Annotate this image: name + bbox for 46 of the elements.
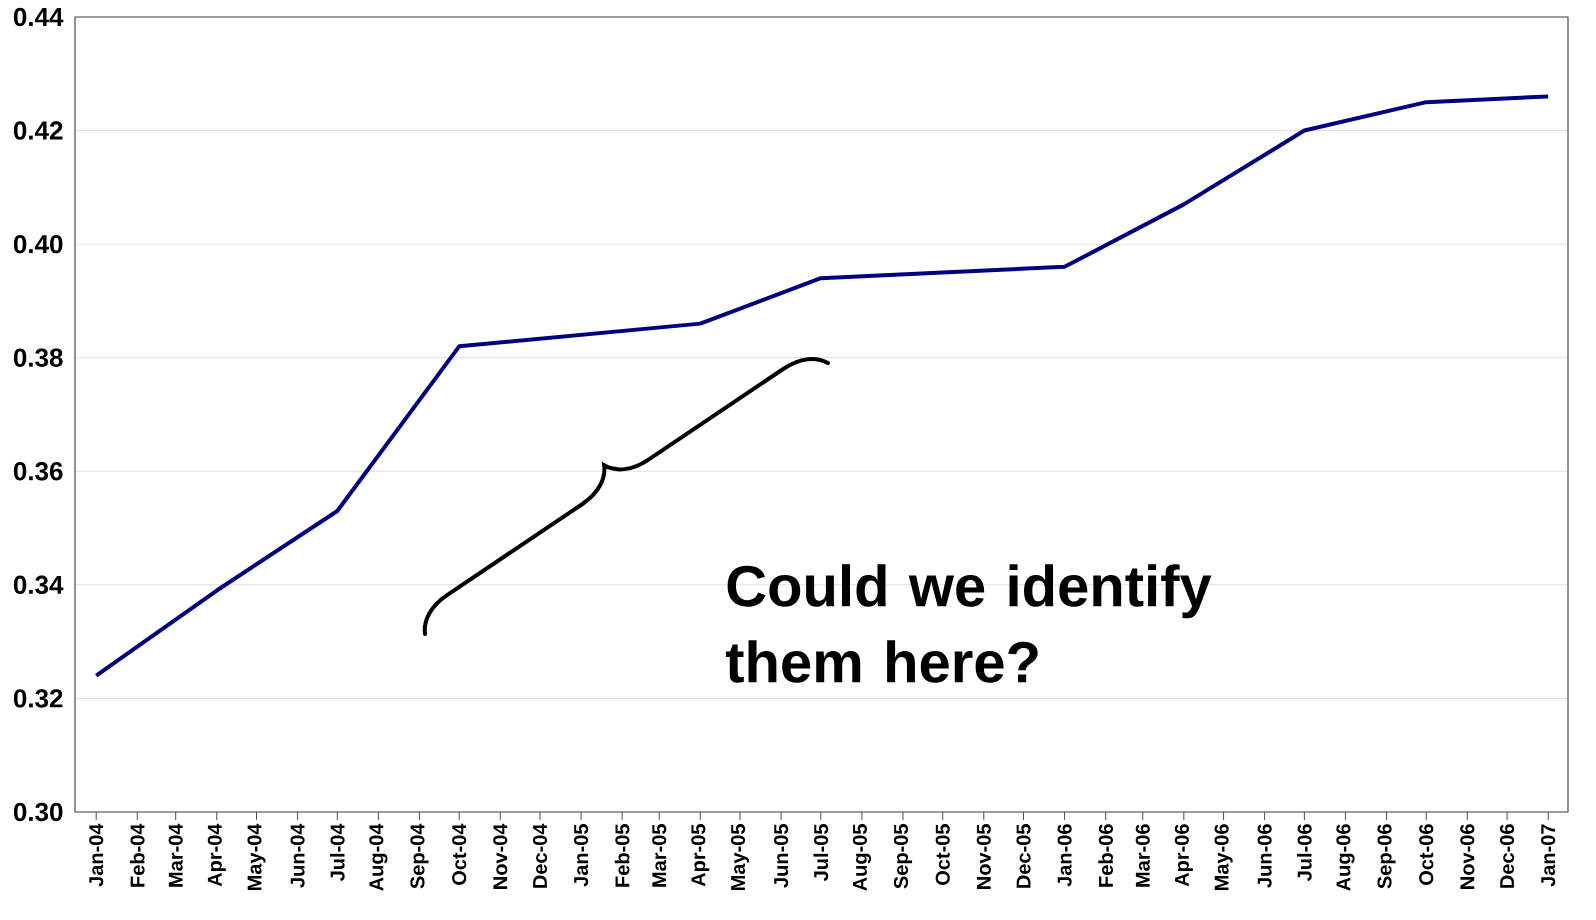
- x-tick-label: Nov-05: [976, 824, 991, 889]
- y-tick-label: 0.36: [13, 462, 63, 481]
- y-tick-label: 0.42: [13, 121, 63, 140]
- y-tick-label: 0.34: [13, 575, 64, 595]
- x-tick-label: Dec-06: [1499, 824, 1515, 888]
- x-tick-label: Jun-06: [1257, 824, 1272, 888]
- x-tick-label: Nov-04: [493, 823, 508, 889]
- x-tick-label: Feb-06: [1098, 824, 1113, 887]
- x-tick-label: Jan-06: [1057, 824, 1072, 887]
- x-tick-label: Sep-04: [410, 823, 429, 889]
- x-tick-label: Jul-06: [1297, 824, 1312, 882]
- x-tick-label: Dec-04: [532, 823, 548, 888]
- annotation: Could we identify them here?: [725, 564, 1212, 683]
- x-tick-label: Jun-05: [774, 824, 789, 888]
- x-tick-label: Nov-06: [1460, 824, 1475, 889]
- x-tick-label: Mar-06: [1135, 824, 1150, 887]
- x-tick-label: Jan-05: [573, 824, 589, 887]
- y-tick-label: 0.30: [13, 802, 63, 822]
- x-tick-label: Jun-04: [290, 823, 305, 888]
- x-tick-label: Mar-05: [652, 824, 667, 887]
- x-tick-label: Apr-04: [207, 823, 226, 887]
- x-tick-label: Aug-05: [852, 824, 872, 891]
- x-tick-label: Feb-05: [614, 824, 630, 887]
- x-tick-label: Sep-05: [893, 824, 913, 889]
- y-tick-label: 0.32: [13, 689, 63, 708]
- x-tick-label: Sep-06: [1377, 824, 1396, 889]
- x-tick-label: Apr-06: [1174, 824, 1193, 887]
- x-tick-label: Feb-04: [129, 823, 145, 887]
- x-tick-label: Jan-04: [89, 823, 104, 887]
- y-tick-label: 0.40: [13, 234, 63, 254]
- x-tick-label: Jul-04: [329, 823, 345, 882]
- x-tick-label: May-05: [730, 824, 750, 890]
- x-tick-label: Dec-05: [1016, 824, 1031, 888]
- x-tick-label: Aug-04: [369, 823, 388, 891]
- x-tick-label: May-04: [247, 823, 266, 890]
- y-tick-label: 0.38: [13, 348, 63, 367]
- x-tick-label: Mar-04: [168, 823, 183, 887]
- x-tick-label: Apr-05: [691, 824, 710, 887]
- x-tick-label: Jan-07: [1541, 824, 1556, 887]
- x-tick-label: Aug-06: [1336, 824, 1355, 891]
- x-tick-label: Oct-06: [1419, 824, 1434, 885]
- y-tick-label: 0.44: [13, 7, 64, 27]
- x-tick-label: May-06: [1214, 824, 1233, 890]
- x-tick-label: Jul-05: [813, 824, 829, 882]
- x-tick-label: Oct-05: [935, 824, 950, 885]
- x-tick-label: Oct-04: [452, 823, 467, 885]
